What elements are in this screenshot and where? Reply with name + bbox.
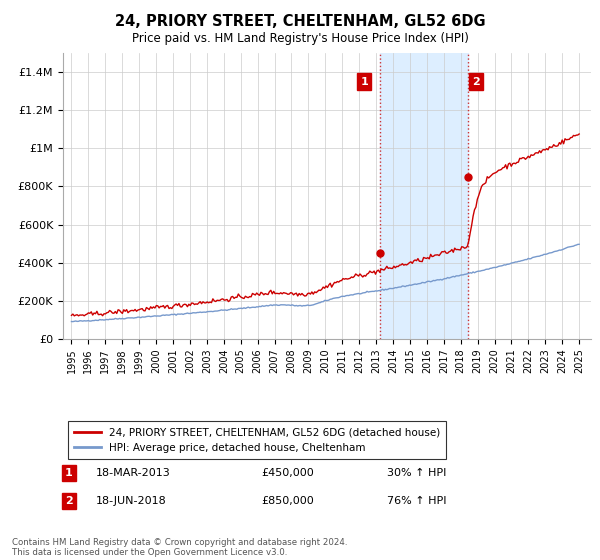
Text: 24, PRIORY STREET, CHELTENHAM, GL52 6DG: 24, PRIORY STREET, CHELTENHAM, GL52 6DG [115, 14, 485, 29]
Bar [380, 53, 469, 339]
Text: Price paid vs. HM Land Registry's House Price Index (HPI): Price paid vs. HM Land Registry's House … [131, 32, 469, 45]
Text: 1: 1 [361, 77, 368, 87]
Legend: 24, PRIORY STREET, CHELTENHAM, GL52 6DG (detached house), HPI: Average price, de: 24, PRIORY STREET, CHELTENHAM, GL52 6DG … [68, 421, 446, 459]
Text: £850,000: £850,000 [261, 496, 314, 506]
Text: 18-JUN-2018: 18-JUN-2018 [96, 496, 167, 506]
Text: 2: 2 [65, 496, 73, 506]
Text: £450,000: £450,000 [261, 468, 314, 478]
Text: 1: 1 [65, 468, 73, 478]
Text: 76% ↑ HPI: 76% ↑ HPI [387, 496, 446, 506]
Text: 2: 2 [472, 77, 480, 87]
Text: Contains HM Land Registry data © Crown copyright and database right 2024.
This d: Contains HM Land Registry data © Crown c… [12, 538, 347, 557]
Text: 30% ↑ HPI: 30% ↑ HPI [387, 468, 446, 478]
Text: 18-MAR-2013: 18-MAR-2013 [96, 468, 171, 478]
